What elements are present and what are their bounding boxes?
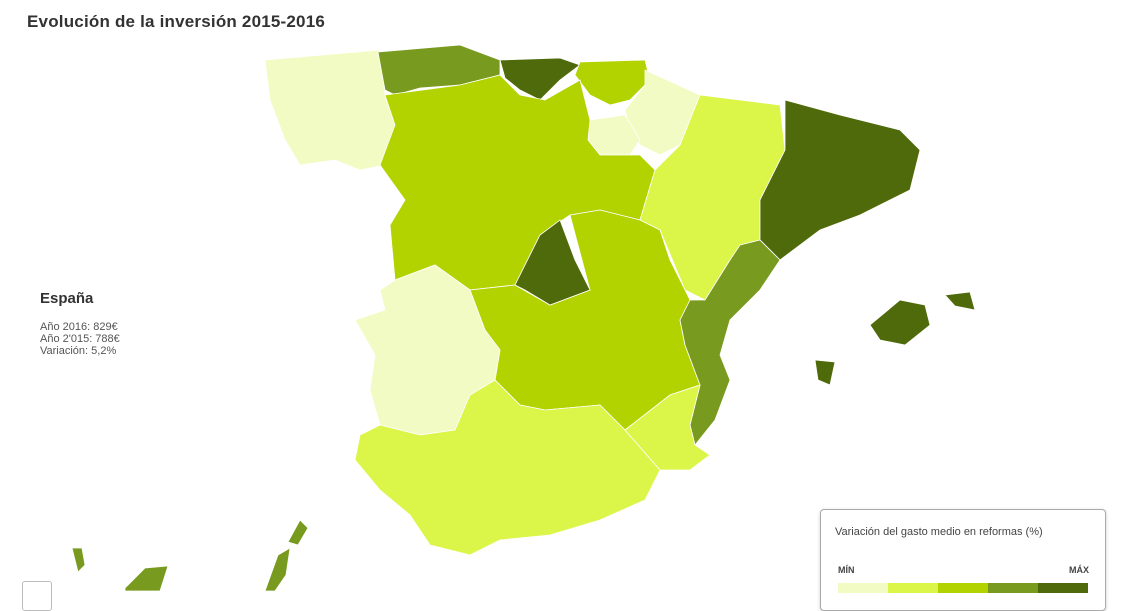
zoom-button[interactable]: [22, 581, 52, 611]
map: [71, 44, 976, 591]
region-andalucia[interactable]: [354, 379, 661, 556]
legend-max: MÁX: [1069, 565, 1089, 575]
legend-swatch: [838, 583, 888, 593]
region-menorca[interactable]: [944, 291, 976, 311]
legend-swatch: [1038, 583, 1088, 593]
region-mallorca[interactable]: [869, 299, 931, 346]
region-ibiza[interactable]: [814, 359, 836, 386]
region-canarias[interactable]: [264, 547, 291, 591]
region-canarias[interactable]: [124, 565, 169, 591]
region-cantabria[interactable]: [499, 57, 581, 101]
summary-line: Año 2'015: 788€: [40, 333, 120, 345]
legend-title: Variación del gasto medio en reformas (%…: [835, 526, 1043, 538]
region-murcia[interactable]: [624, 384, 711, 471]
page: Evolución de la inversión 2015-2016 Espa…: [22, 12, 1106, 611]
region-cataluna[interactable]: [759, 99, 921, 261]
summary-panel: España Año 2016: 829€ Año 2'015: 788€ Va…: [40, 290, 120, 357]
legend-swatch: [888, 583, 938, 593]
region-canarias[interactable]: [71, 547, 86, 573]
region-madrid[interactable]: [514, 219, 591, 306]
summary-region: España: [40, 290, 94, 307]
legend-min: MÍN: [838, 565, 855, 575]
map-title: Evolución de la inversión 2015-2016: [27, 12, 326, 31]
region-pais-vasco[interactable]: [574, 59, 651, 106]
summary-line: Variación: 5,2%: [40, 345, 117, 357]
summary-line: Año 2016: 829€: [40, 321, 118, 333]
legend-swatch: [988, 583, 1038, 593]
region-canarias[interactable]: [287, 519, 309, 546]
legend-swatch: [938, 583, 988, 593]
legend-scale: [838, 583, 1088, 593]
region-galicia[interactable]: [264, 49, 396, 171]
legend: Variación del gasto medio en reformas (%…: [820, 509, 1106, 611]
